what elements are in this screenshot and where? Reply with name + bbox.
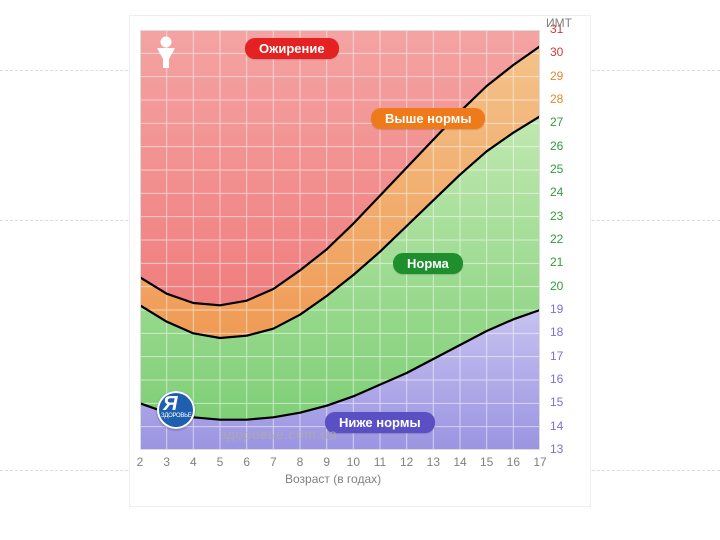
- x-tick: 13: [427, 456, 440, 468]
- y-tick: 29: [550, 70, 563, 82]
- y-tick: 14: [550, 420, 563, 432]
- y-tick: 15: [550, 396, 563, 408]
- watermark-text: здоровье.com.ua: [220, 426, 337, 442]
- x-tick: 4: [190, 456, 197, 468]
- y-tick: 17: [550, 350, 563, 362]
- x-tick: 8: [297, 456, 304, 468]
- plot-area: ОжирениеВыше нормыНормаНиже нормы Я ЗДОР…: [140, 30, 540, 450]
- band-label-normal: Норма: [393, 253, 463, 274]
- band-label-below: Ниже нормы: [325, 412, 435, 433]
- x-tick: 6: [243, 456, 250, 468]
- x-axis-title: Возраст (в годах): [285, 472, 381, 486]
- y-tick: 25: [550, 163, 563, 175]
- y-axis-title: ИМТ: [546, 16, 572, 30]
- y-tick: 18: [550, 326, 563, 338]
- x-tick: 14: [453, 456, 466, 468]
- logo-sub: ЗДОРОВЬЕ: [161, 413, 191, 419]
- x-tick: 5: [217, 456, 224, 468]
- y-tick: 19: [550, 303, 563, 315]
- y-tick: 24: [550, 186, 563, 198]
- x-tick: 12: [400, 456, 413, 468]
- y-tick: 13: [550, 443, 563, 455]
- y-tick: 27: [550, 116, 563, 128]
- y-tick: 26: [550, 140, 563, 152]
- x-tick: 11: [374, 456, 386, 468]
- y-tick: 20: [550, 280, 563, 292]
- plot-svg: [140, 30, 540, 450]
- y-tick: 30: [550, 46, 563, 58]
- band-label-above: Выше нормы: [371, 108, 485, 129]
- x-tick: 9: [323, 456, 330, 468]
- x-tick: 15: [480, 456, 493, 468]
- person-icon: [153, 35, 179, 71]
- y-tick: 23: [550, 210, 563, 222]
- y-tick: 28: [550, 93, 563, 105]
- band-label-obesity: Ожирение: [245, 38, 339, 59]
- y-tick: 22: [550, 233, 563, 245]
- y-tick: 16: [550, 373, 563, 385]
- slide: ОжирениеВыше нормыНормаНиже нормы Я ЗДОР…: [0, 0, 720, 540]
- bmi-chart-figure: ОжирениеВыше нормыНормаНиже нормы Я ЗДОР…: [130, 16, 590, 506]
- y-tick: 21: [550, 256, 563, 268]
- x-tick: 2: [137, 456, 144, 468]
- x-tick: 3: [163, 456, 170, 468]
- x-tick: 7: [270, 456, 277, 468]
- x-tick: 16: [507, 456, 520, 468]
- x-tick: 17: [533, 456, 546, 468]
- x-tick: 10: [347, 456, 360, 468]
